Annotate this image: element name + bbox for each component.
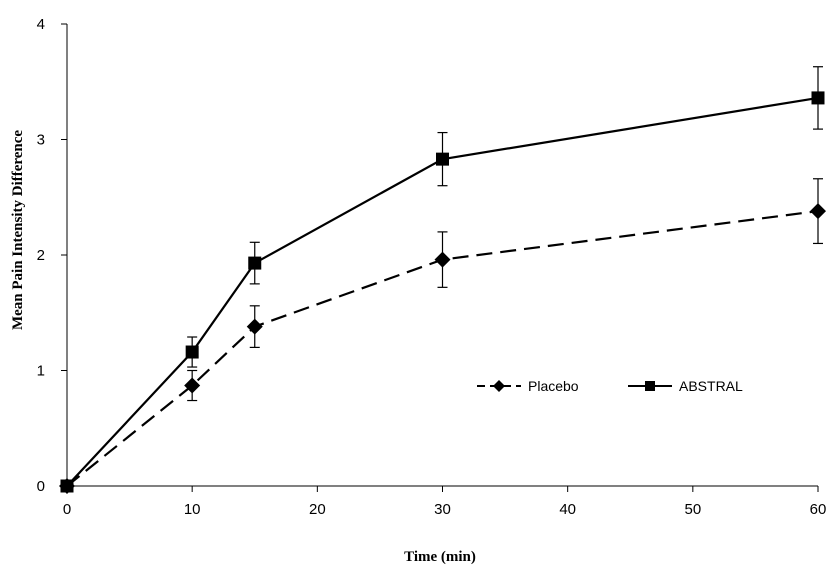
abstral-point [60, 479, 74, 493]
placebo-point [810, 203, 826, 220]
x-tick-label-50: 50 [684, 501, 701, 518]
y-tick-label-3: 3 [37, 132, 45, 149]
abstral-point [185, 345, 199, 359]
placebo-point [246, 318, 263, 335]
error-bars [187, 66, 823, 402]
abstral-point [811, 91, 825, 105]
y-axis-title: Mean Pain Intensity Difference [10, 130, 26, 330]
y-tick-label-0: 0 [37, 478, 45, 495]
y-tick-label-2: 2 [37, 247, 45, 264]
series-markers [59, 91, 826, 494]
ticks: 0 10 20 30 40 50 60 0 1 2 3 4 [37, 16, 827, 518]
legend: Placebo ABSTRAL [477, 378, 743, 394]
x-tick-label-0: 0 [63, 501, 71, 518]
abstral-point [248, 256, 262, 270]
x-tick-label-30: 30 [434, 501, 451, 518]
legend-abstral-label: ABSTRAL [679, 378, 743, 394]
x-axis-title: Time (min) [404, 549, 476, 565]
y-tick-label-4: 4 [37, 16, 45, 33]
abstral-point [436, 152, 449, 166]
legend-abstral-marker [645, 381, 655, 391]
x-tick-label-60: 60 [810, 501, 827, 518]
placebo-point [184, 377, 201, 394]
placebo-point [434, 251, 451, 268]
x-tick-label-40: 40 [559, 501, 576, 518]
x-tick-label-20: 20 [309, 501, 326, 518]
legend-placebo-marker [493, 380, 505, 392]
y-tick-label-1: 1 [37, 363, 45, 380]
legend-placebo-label: Placebo [528, 378, 579, 394]
x-tick-label-10: 10 [184, 501, 201, 518]
